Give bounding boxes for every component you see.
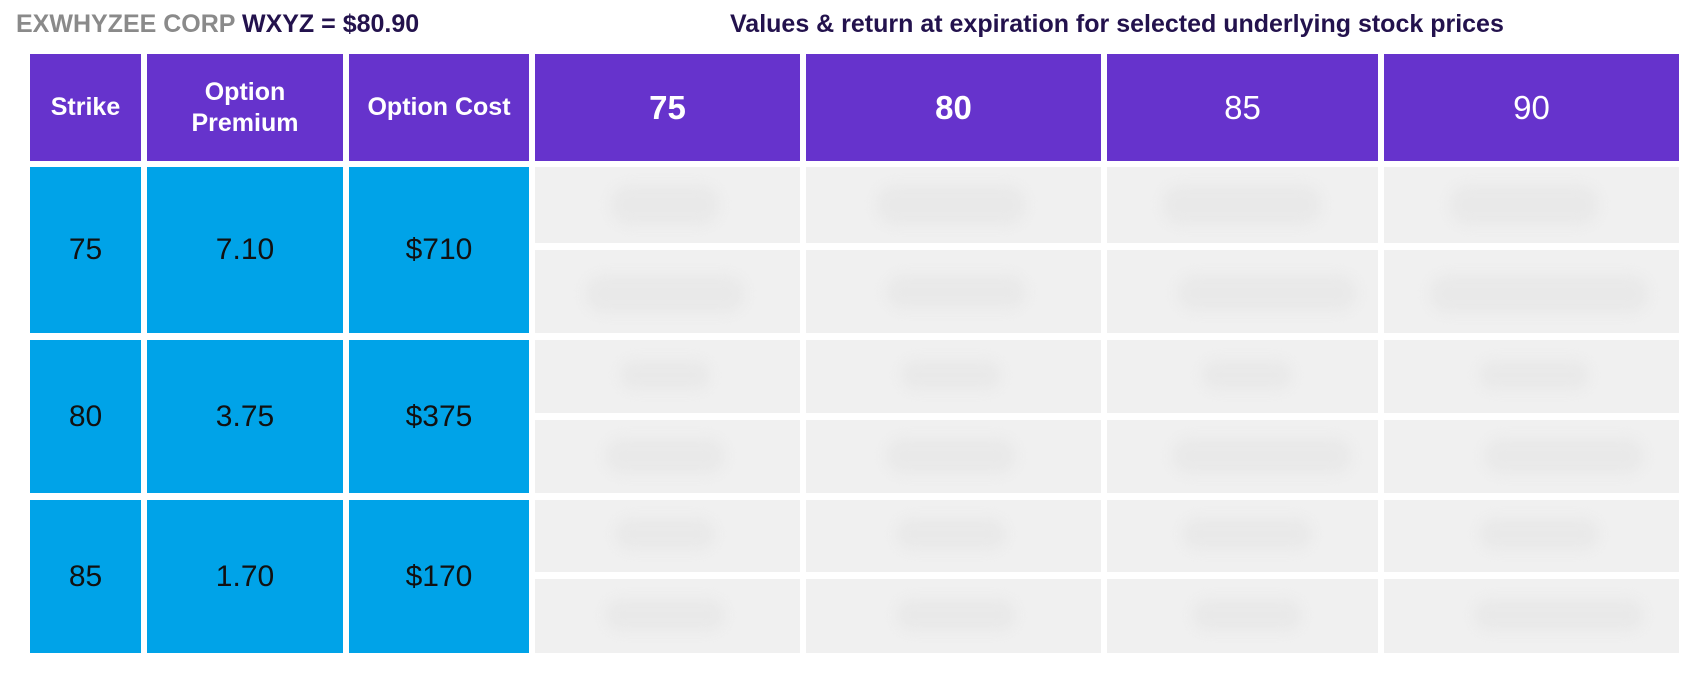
blurred-cell (806, 250, 1101, 333)
column-header-premium-line1: Option (204, 77, 286, 106)
blurred-cell (1384, 167, 1679, 243)
blurred-cell (535, 167, 800, 243)
row-80-strike: 80 (30, 340, 141, 493)
blurred-cell (806, 500, 1101, 572)
blurred-cell (535, 500, 800, 572)
row-85-premium: 1.70 (147, 500, 343, 653)
blurred-cell (806, 579, 1101, 653)
row-85-strike: 85 (30, 500, 141, 653)
blurred-cell (1384, 250, 1679, 333)
blurred-cell (535, 579, 800, 653)
blurred-cell (1107, 250, 1378, 333)
row-75-strike: 75 (30, 167, 141, 333)
blurred-cell (1107, 420, 1378, 493)
column-header-option-cost: Option Cost (349, 54, 529, 161)
blurred-cell (535, 250, 800, 333)
column-header-option-premium: Option Premium (147, 54, 343, 161)
blurred-cell (806, 167, 1101, 243)
row-80-premium: 3.75 (147, 340, 343, 493)
row-75-premium: 7.10 (147, 167, 343, 333)
column-header-premium-line2: Premium (191, 108, 299, 137)
column-header-price-90: 90 (1384, 54, 1679, 161)
blurred-cell (535, 340, 800, 413)
blurred-cell (1384, 579, 1679, 653)
column-header-price-85: 85 (1107, 54, 1378, 161)
ticker-price: WXYZ = $80.90 (241, 10, 420, 38)
blurred-cell (1384, 500, 1679, 572)
column-header-strike: Strike (30, 54, 141, 161)
values-title: Values & return at expiration for select… (730, 10, 1504, 38)
column-header-price-80: 80 (806, 54, 1101, 161)
blurred-cell (1384, 340, 1679, 413)
blurred-cell (1107, 167, 1378, 243)
blurred-cell (806, 340, 1101, 413)
row-75-cost: $710 (349, 167, 529, 333)
blurred-cell (535, 420, 800, 493)
blurred-cell (1107, 579, 1378, 653)
row-80-cost: $375 (349, 340, 529, 493)
column-header-price-75: 75 (535, 54, 800, 161)
ticker-header: EXWHYZEE CORP WXYZ = $80.90 (16, 10, 419, 39)
company-name: EXWHYZEE CORP (16, 10, 236, 38)
blurred-cell (1384, 420, 1679, 493)
blurred-cell (1107, 340, 1378, 413)
blurred-cell (806, 420, 1101, 493)
blurred-cell (1107, 500, 1378, 572)
row-85-cost: $170 (349, 500, 529, 653)
